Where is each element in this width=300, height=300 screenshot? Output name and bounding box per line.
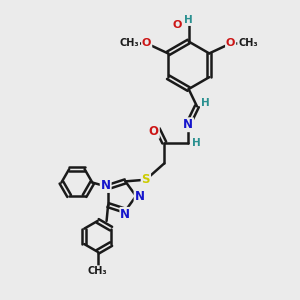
Text: CH₃: CH₃ bbox=[120, 38, 139, 48]
Text: O: O bbox=[173, 20, 182, 30]
Text: S: S bbox=[142, 173, 150, 186]
Text: CH₃: CH₃ bbox=[238, 38, 258, 48]
Text: H: H bbox=[184, 15, 193, 25]
Text: H: H bbox=[192, 138, 201, 148]
Text: N: N bbox=[183, 118, 193, 131]
Text: O: O bbox=[149, 125, 159, 138]
Text: H: H bbox=[201, 98, 210, 108]
Text: N: N bbox=[135, 190, 145, 202]
Text: O: O bbox=[226, 38, 235, 48]
Text: N: N bbox=[120, 208, 130, 221]
Text: O: O bbox=[142, 38, 151, 48]
Text: N: N bbox=[101, 179, 111, 192]
Text: CH₃: CH₃ bbox=[88, 266, 107, 276]
